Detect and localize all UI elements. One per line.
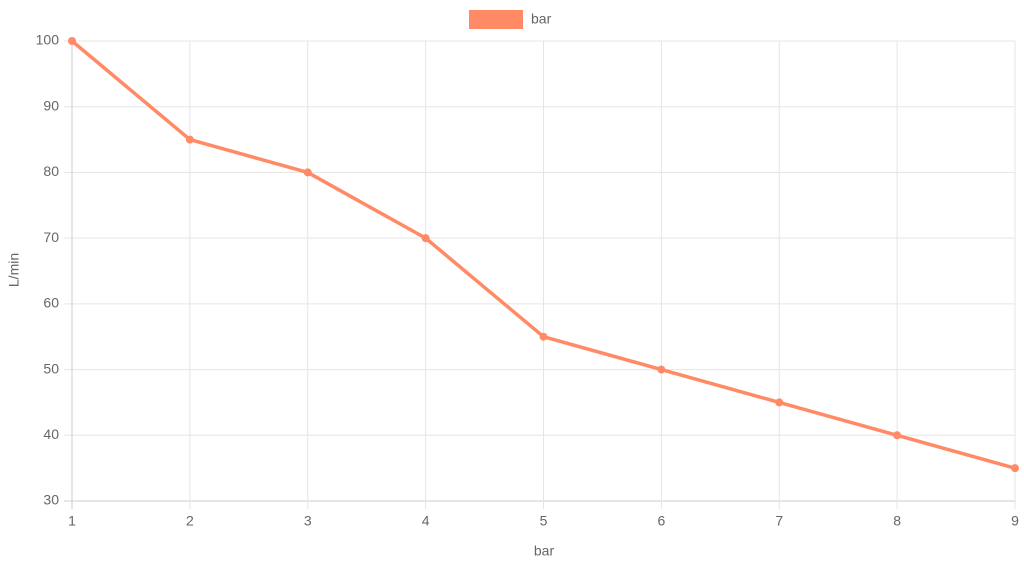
point <box>893 431 902 440</box>
y-tick-label: 40 <box>43 426 59 442</box>
legend-label: bar <box>531 11 552 27</box>
y-tick-label: 90 <box>43 97 59 113</box>
y-axis-label: L/min <box>6 253 22 287</box>
y-tick-label: 100 <box>36 32 60 48</box>
point <box>1011 464 1019 473</box>
x-tick-label: 7 <box>775 513 783 529</box>
x-tick-label: 9 <box>1011 513 1019 529</box>
y-tick-label: 80 <box>43 163 59 179</box>
x-tick-label: 2 <box>186 513 194 529</box>
point <box>303 168 312 177</box>
x-tick-label: 4 <box>422 513 430 529</box>
y-tick-label: 60 <box>43 295 59 311</box>
point <box>657 365 666 374</box>
x-tick-label: 6 <box>657 513 665 529</box>
point <box>539 332 548 341</box>
x-tick-label: 5 <box>540 513 548 529</box>
y-tick-label: 70 <box>43 229 59 245</box>
y-tick-label: 30 <box>43 492 59 508</box>
x-axis-label: bar <box>534 543 555 559</box>
point <box>185 135 194 144</box>
y-tick-label: 50 <box>43 360 59 376</box>
x-tick-label: 8 <box>893 513 901 529</box>
point <box>68 37 76 45</box>
x-tick-label: 3 <box>304 513 312 529</box>
legend-swatch <box>469 10 523 29</box>
point <box>421 234 430 243</box>
point <box>775 398 784 407</box>
x-tick-label: 1 <box>68 513 76 529</box>
